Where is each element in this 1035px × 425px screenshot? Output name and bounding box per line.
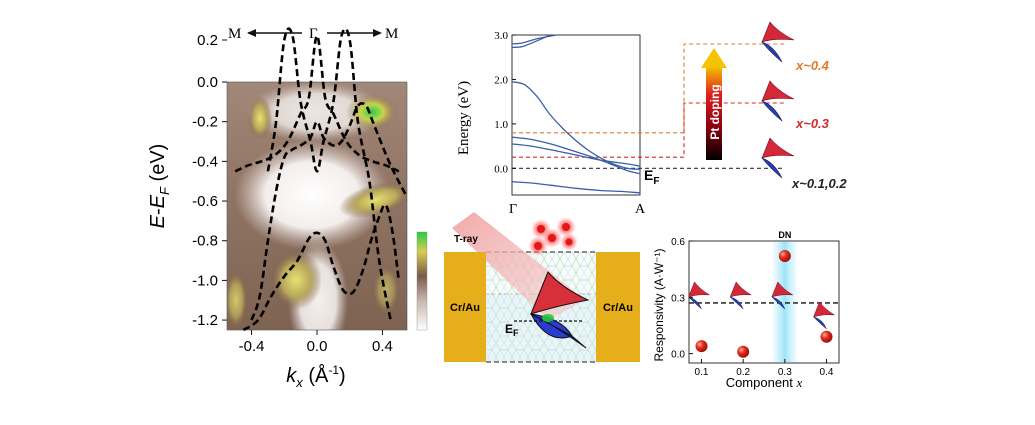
cone-lower-2 xyxy=(761,157,783,179)
label-m-right: M xyxy=(385,26,398,42)
band-x-a: A xyxy=(635,202,646,217)
resp-cone-lower-2 xyxy=(771,296,786,310)
arpes-ytick-label-2: -0.2 xyxy=(192,114,218,131)
doping-label-03: x~0.3 xyxy=(795,116,830,131)
band-axes: 0.0 1.0 2.0 3.0 xyxy=(494,30,516,175)
resp-xlabel: Component x xyxy=(726,375,803,390)
resp-xtick-label-0: 0.1 xyxy=(695,367,709,378)
right-contact-label: Cr/Au xyxy=(603,302,633,314)
cone-upper-0 xyxy=(761,21,795,43)
dirac-cone-glyphs xyxy=(761,21,795,179)
band-ytick-label-3: 3.0 xyxy=(494,30,508,42)
arpes-top-labels: M Γ M xyxy=(228,26,398,42)
channel-dirac-cones xyxy=(514,271,590,349)
arrow-right-head xyxy=(373,29,382,37)
resp-cone-lower-0 xyxy=(687,296,702,310)
arpes-xtick-label-1: 0.0 xyxy=(307,338,328,355)
arpes-ytick-label-0: 0.2 xyxy=(197,32,218,49)
resp-point-2 xyxy=(778,250,791,263)
arpes-ytick-label-3: -0.4 xyxy=(192,153,218,170)
device-panel: T-ray Cr/Au Cr/Au EF xyxy=(444,212,640,363)
colorbar xyxy=(416,231,428,331)
resp-cone-upper-1 xyxy=(729,281,752,298)
band-ytick-label-1: 1.0 xyxy=(494,119,508,131)
band-ytick-label-2: 2.0 xyxy=(494,74,508,86)
arpes-ytick-label-5: -0.8 xyxy=(192,233,218,250)
band-plot-frame xyxy=(511,34,641,196)
band-level-lines xyxy=(512,43,785,169)
resp-cone-upper-0 xyxy=(688,281,710,298)
band-ylabel: Energy (eV) xyxy=(456,81,472,155)
responsivity-panel: DN 0.0 0.3 0.6 0.1 0.2 0.3 0.4 Responsivity (A… xyxy=(652,230,840,390)
arpes-ytick-label-1: 0.0 xyxy=(197,74,218,91)
electron-particles xyxy=(528,217,578,256)
resp-axes: 0.0 0.3 0.6 0.1 0.2 0.3 0.4 xyxy=(671,237,834,378)
right-contact xyxy=(596,252,640,362)
arpes-ytick-label-4: -0.6 xyxy=(192,193,218,210)
cone-upper-1 xyxy=(761,80,795,102)
arpes-band-curve-2 xyxy=(250,102,409,321)
band-panel: 0.0 1.0 2.0 3.0 Energy (eV) Γ A EF Pt dopin… xyxy=(456,21,847,217)
left-contact xyxy=(444,252,486,362)
band-curve-5 xyxy=(511,143,641,167)
pt-doping-arrow: Pt doping xyxy=(701,48,727,160)
resp-plot-frame xyxy=(688,240,840,364)
band-curve-3 xyxy=(511,81,641,170)
resp-cone-upper-2 xyxy=(771,281,793,298)
resp-ytick-label-0: 0.0 xyxy=(671,350,685,361)
resp-xtick-label-2: 0.3 xyxy=(778,367,792,378)
resp-cone-upper-3 xyxy=(813,301,835,318)
band-ef-label: EF xyxy=(644,167,659,187)
resp-xtick-label-1: 0.2 xyxy=(736,367,750,378)
resp-ylabel: Responsivity (A·W⁻¹) xyxy=(652,248,666,361)
doping-label-0102: x~0.1,0.2 xyxy=(791,176,847,191)
cone-lower-0 xyxy=(761,41,783,63)
beam-label: T-ray xyxy=(454,234,478,245)
label-gamma: Γ xyxy=(309,26,318,42)
band-ytick-label-0: 0.0 xyxy=(494,163,508,175)
arpes-band-curve-4 xyxy=(242,203,401,332)
pt-doping-label: Pt doping xyxy=(708,84,722,139)
resp-point-1 xyxy=(737,345,750,358)
resp-point-3 xyxy=(820,330,833,343)
band-x-gamma: Γ xyxy=(509,202,517,217)
resp-cone-lower-3 xyxy=(812,316,827,330)
band-level-line-1 xyxy=(512,102,785,158)
cone-upper-2 xyxy=(761,137,795,159)
arpes-ytick-label-7: -1.2 xyxy=(192,312,218,329)
band-curve-2 xyxy=(511,34,557,45)
resp-xtick-label-3: 0.4 xyxy=(820,367,834,378)
resp-points xyxy=(695,250,833,358)
arpes-band-curve-1 xyxy=(234,34,400,173)
resp-ytick-label-2: 0.6 xyxy=(671,237,685,248)
band-level-line-0 xyxy=(512,43,785,134)
arpes-axes: 0.2 0.0 -0.2 -0.4 -0.6 -0.8 -1.0 -1.2 -0.4 0.0 0.4 xyxy=(192,32,393,355)
resp-cone-glyphs xyxy=(687,281,835,330)
dn-label: DN xyxy=(778,230,791,240)
arpes-xlabel: kx (Å-1) xyxy=(286,363,345,390)
resp-ytick-label-1: 0.3 xyxy=(671,293,685,304)
band-curve-6 xyxy=(511,181,641,194)
arpes-panel: 0.2 0.0 -0.2 -0.4 -0.6 -0.8 -1.0 -1.2 -0.4 0.0 0.4… xyxy=(147,26,428,390)
arpes-ylabel: E-EF (eV) xyxy=(147,144,172,229)
cone-lower-1 xyxy=(761,100,783,122)
resp-cone-lower-1 xyxy=(729,296,744,310)
arpes-ytick-label-6: -1.0 xyxy=(192,272,218,289)
arrow-left-head xyxy=(247,29,256,37)
arpes-xtick-label-2: 0.4 xyxy=(372,338,393,355)
resp-point-0 xyxy=(695,340,708,353)
band-curve-4 xyxy=(511,136,641,175)
left-contact-label: Cr/Au xyxy=(450,302,480,314)
label-m-left: M xyxy=(228,26,241,42)
arpes-xtick-label-0: -0.4 xyxy=(239,338,265,355)
band-curves xyxy=(511,34,641,194)
doping-label-04: x~0.4 xyxy=(795,58,830,73)
